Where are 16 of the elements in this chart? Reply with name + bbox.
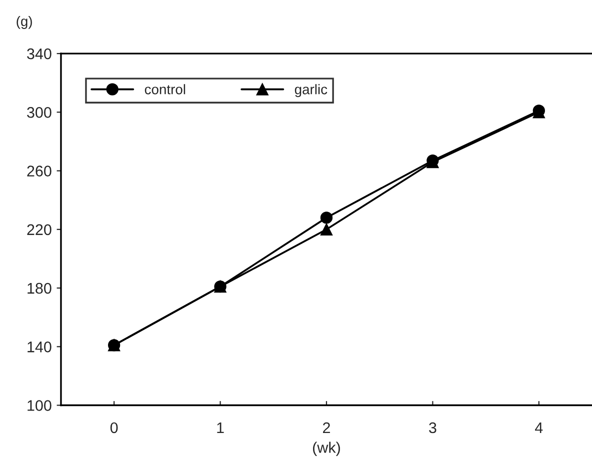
legend-label: control <box>144 84 186 94</box>
y-tick-label: 300 <box>27 107 52 118</box>
x-tick-label: 3 <box>429 422 436 434</box>
x-tick-label: 0 <box>110 422 118 434</box>
y-tick-label: 260 <box>27 166 52 176</box>
y-axis-title: (g) <box>16 16 32 29</box>
y-tick-label: 340 <box>27 48 52 60</box>
x-tick-label: 4 <box>535 422 543 434</box>
y-tick-label: 180 <box>28 282 52 294</box>
legend-label: garlic <box>294 84 328 98</box>
y-tick-label: 100 <box>28 400 52 411</box>
x-axis-title: (wk) <box>313 442 340 456</box>
x-tick-label: 1 <box>217 422 224 434</box>
y-tick-label: 140 <box>28 342 52 352</box>
x-tick-label: 2 <box>323 422 330 434</box>
y-tick-label: 220 <box>27 224 52 236</box>
